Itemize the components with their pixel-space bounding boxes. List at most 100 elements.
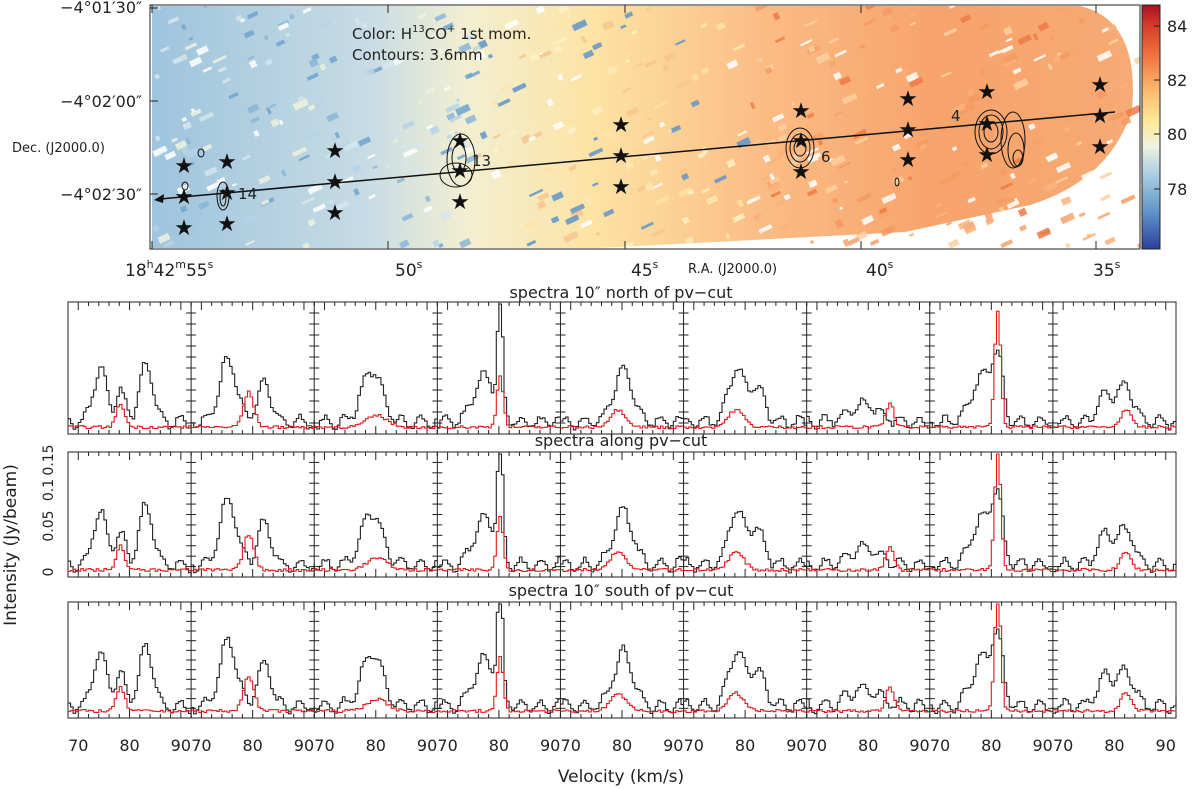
- map-speckle: [392, 138, 399, 144]
- map-speckle: [203, 166, 218, 177]
- map-speckle: [546, 98, 554, 107]
- x-axis-label: Velocity (km/s): [558, 767, 684, 787]
- ra-tick-label: 45: [631, 261, 653, 281]
- spectrum-sio-line: [683, 691, 808, 713]
- map-speckle: [867, 86, 872, 90]
- map-speckle: [539, 50, 552, 59]
- map-speckle: [163, 239, 175, 248]
- map-speckle: [311, 53, 320, 61]
- map-speckle: [895, 78, 901, 83]
- panel-titles: spectra 10″ north of pv−cut spectra alon…: [509, 283, 734, 600]
- spectrum-position-star: ★: [1090, 73, 1110, 98]
- x-tick-label: 80: [735, 736, 755, 755]
- map-speckle: [777, 134, 788, 142]
- map-speckle: [938, 25, 953, 36]
- map-speckle: [1055, 176, 1069, 184]
- map-speckle: [998, 167, 1008, 177]
- svg-text:40s: 40s: [866, 258, 894, 281]
- map-speckle: [242, 154, 251, 161]
- map-speckle: [606, 131, 621, 142]
- dec-axis: −4°01′30″ −4°02′00″ −4°02′30″ Dec. (J200…: [12, 0, 142, 204]
- map-speckle: [675, 39, 686, 46]
- map-speckle: [467, 70, 481, 79]
- map-speckle: [302, 7, 312, 14]
- map-speckle: [625, 241, 635, 248]
- map-speckles: [152, 6, 1140, 248]
- core-label: 14: [238, 185, 257, 203]
- map-speckle: [651, 228, 666, 238]
- map-speckle: [1096, 50, 1113, 62]
- map-speckle: [292, 98, 310, 111]
- map-speckle: [690, 99, 700, 108]
- map-speckle: [449, 114, 462, 123]
- map-velocity-field: [152, 6, 1133, 248]
- map-speckle: [184, 42, 197, 51]
- continuum-contours: [181, 109, 1026, 211]
- map-speckle: [512, 82, 527, 93]
- map-speckle: [830, 154, 846, 167]
- map-speckle: [212, 54, 227, 64]
- map-speckle: [528, 188, 544, 198]
- ra-minutes: 42: [154, 261, 176, 281]
- map-speckle: [746, 195, 761, 205]
- map-speckle: [552, 36, 568, 46]
- map-speckle: [202, 143, 213, 152]
- spectrum-position-star: ★: [217, 181, 237, 206]
- map-speckle: [909, 21, 917, 27]
- map-speckle: [631, 30, 638, 35]
- spectrum-position-star: ★: [791, 160, 811, 185]
- map-speckle: [1028, 123, 1036, 131]
- map-speckle: [908, 76, 924, 88]
- spectrum-h13co-line: [191, 636, 315, 715]
- svg-text:50s: 50s: [395, 258, 423, 281]
- map-speckle: [841, 170, 854, 179]
- map-speckle: [528, 135, 537, 142]
- map-speckle: [365, 67, 376, 77]
- map-speckle: [961, 102, 976, 114]
- spectrum-sio-line: [683, 408, 808, 430]
- map-speckle: [947, 238, 960, 248]
- map-speckle: [962, 160, 969, 166]
- map-speckle: [438, 48, 445, 55]
- map-speckle: [550, 215, 560, 224]
- x-tick-label: 80: [612, 736, 632, 755]
- map-speckle: [319, 63, 327, 71]
- map-speckle: [399, 143, 408, 151]
- map-speckle: [1099, 194, 1111, 202]
- map-speckle: [595, 231, 601, 236]
- svg-text:35s: 35s: [1093, 258, 1121, 281]
- map-speckle: [1060, 195, 1072, 206]
- map-speckle: [203, 6, 217, 9]
- map-speckle: [833, 71, 842, 81]
- map-speckle: [777, 123, 788, 132]
- spectrum-position-star: ★: [1090, 104, 1110, 129]
- map-speckle: [449, 130, 457, 139]
- map-speckle: [280, 169, 287, 177]
- ra-tick-label: 35: [1093, 261, 1115, 281]
- spectrum-sio-line: [929, 310, 1054, 429]
- map-speckle: [245, 239, 256, 246]
- map-speckle: [246, 10, 259, 20]
- map-speckle: [524, 219, 537, 228]
- map-speckle: [1108, 38, 1119, 46]
- colorbar-tick-label: 78: [1167, 180, 1187, 199]
- map-speckle: [196, 45, 209, 56]
- map-speckle: [847, 236, 860, 246]
- spectrum-sio-line: [437, 656, 561, 713]
- map-speckle: [1009, 172, 1016, 180]
- y-tick-label: 0.1: [41, 479, 57, 501]
- x-tick-label: 90: [417, 736, 437, 755]
- map-speckle: [982, 187, 995, 199]
- map-speckle: [599, 127, 614, 139]
- map-speckle: [996, 197, 1006, 205]
- map-speckle: [302, 242, 310, 248]
- x-tick-label: 70: [191, 736, 211, 755]
- map-speckle: [969, 96, 976, 102]
- spectrum-h13co-line: [929, 488, 1054, 572]
- map-speckle: [305, 130, 320, 140]
- map-speckle: [883, 15, 892, 22]
- map-speckle: [924, 119, 937, 127]
- map-speckle: [1101, 26, 1110, 33]
- map-speckle: [979, 69, 986, 75]
- map-speckle: [1076, 140, 1083, 146]
